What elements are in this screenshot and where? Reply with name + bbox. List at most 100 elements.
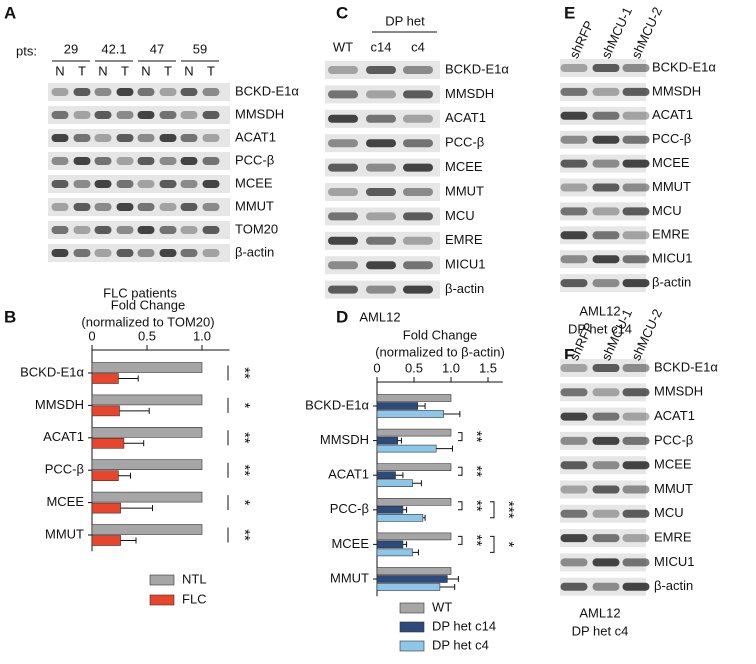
blot-band (592, 461, 620, 470)
bar (376, 436, 399, 445)
blot-band (51, 134, 69, 142)
bar (376, 479, 413, 488)
lane-label: N (184, 63, 193, 78)
chart-title: Fold Change (403, 327, 477, 342)
blot-band (116, 157, 134, 165)
blot-band (159, 134, 177, 142)
error-bar (119, 407, 150, 414)
legend-label: NTL (182, 571, 207, 586)
blot-band (592, 279, 620, 288)
blot-band (137, 157, 155, 165)
protein-label: MCU (654, 505, 684, 520)
lane-label: T (164, 63, 172, 78)
sig-bracket (458, 501, 463, 511)
blot-band (202, 226, 220, 234)
protein-label: BCKD-E1α (654, 359, 718, 374)
blot-band (328, 66, 358, 74)
blot-band (73, 226, 91, 234)
blot-band (159, 249, 177, 257)
blot-band (73, 88, 91, 96)
blot-band (328, 236, 358, 245)
blot-band (116, 203, 134, 211)
caption: AML12 (359, 309, 400, 324)
blot-band (592, 183, 620, 192)
bar (376, 497, 452, 506)
blot-band (202, 88, 220, 96)
category-label: PCC-β (45, 462, 84, 477)
category-label: BCKD-E1α (305, 397, 369, 412)
blot-band (73, 180, 91, 188)
protein-label: MMSDH (445, 86, 494, 101)
significance: * (500, 541, 517, 547)
blot-band (202, 134, 220, 142)
blot-band (560, 364, 588, 372)
protein-label: ACAT1 (235, 129, 276, 144)
bar (376, 402, 419, 410)
blot-band (622, 279, 650, 288)
significance: ** (236, 529, 253, 541)
bar (91, 362, 203, 373)
blot-band (592, 388, 620, 397)
blot-band (622, 558, 650, 567)
error-bar (402, 541, 408, 548)
blot-band (116, 226, 134, 234)
protein-label: MICU1 (652, 251, 692, 266)
patient-label: 42.1 (101, 41, 126, 56)
bar (376, 471, 396, 480)
x-tick-label: 0 (88, 328, 95, 343)
category-label: ACAT1 (328, 467, 369, 482)
blot-band (328, 114, 358, 123)
significance: ** (236, 464, 253, 476)
blot-band (592, 534, 620, 543)
error-bar (417, 403, 426, 409)
blot-band (94, 88, 112, 96)
blot-band (51, 88, 69, 96)
blot-strip (560, 383, 646, 402)
blot-band (622, 135, 650, 144)
category-label: MMSDH (35, 397, 84, 412)
blot-band (560, 111, 588, 120)
protein-label: MICU1 (445, 257, 485, 272)
blot-band (202, 203, 220, 211)
blot-strip (48, 175, 230, 193)
blot-band (159, 226, 177, 234)
chart-title: (normalized to TOM20) (81, 314, 214, 329)
x-tick-label: 0.5 (405, 360, 423, 375)
blot-band (403, 114, 433, 123)
bar (91, 437, 125, 449)
blot-band (116, 134, 134, 142)
error-bar (395, 472, 404, 479)
blot-band (622, 87, 650, 96)
blot-band (560, 64, 588, 72)
blot-band (137, 226, 155, 234)
blot-band (622, 364, 650, 372)
bar (91, 470, 119, 482)
bar (376, 505, 404, 514)
significance: ** (468, 465, 485, 477)
legend-label: DP het c14 (432, 618, 496, 633)
category-label: ACAT1 (43, 429, 84, 444)
blot-band (137, 249, 155, 257)
protein-label: MMSDH (654, 384, 703, 399)
blot-band (622, 582, 650, 591)
caption: AML12 (579, 303, 620, 318)
blot-band (403, 261, 433, 270)
protein-label: EMRE (445, 232, 483, 247)
blot-band (137, 111, 155, 119)
blot-strip (560, 456, 646, 475)
blot-band (560, 485, 588, 494)
blot-band (622, 534, 650, 543)
blot-strip (560, 577, 646, 596)
blot-band (94, 249, 112, 257)
blot-band (403, 236, 433, 245)
blot-band (403, 90, 433, 99)
blot-band (94, 180, 112, 188)
blot-band (180, 203, 198, 211)
lane-label: c4 (411, 39, 425, 54)
blot-band (403, 188, 433, 196)
blot-band (592, 111, 620, 120)
panel-label: B (4, 307, 16, 326)
protein-label: ACAT1 (654, 408, 695, 423)
significance: ** (468, 535, 485, 547)
blot-band (159, 157, 177, 165)
